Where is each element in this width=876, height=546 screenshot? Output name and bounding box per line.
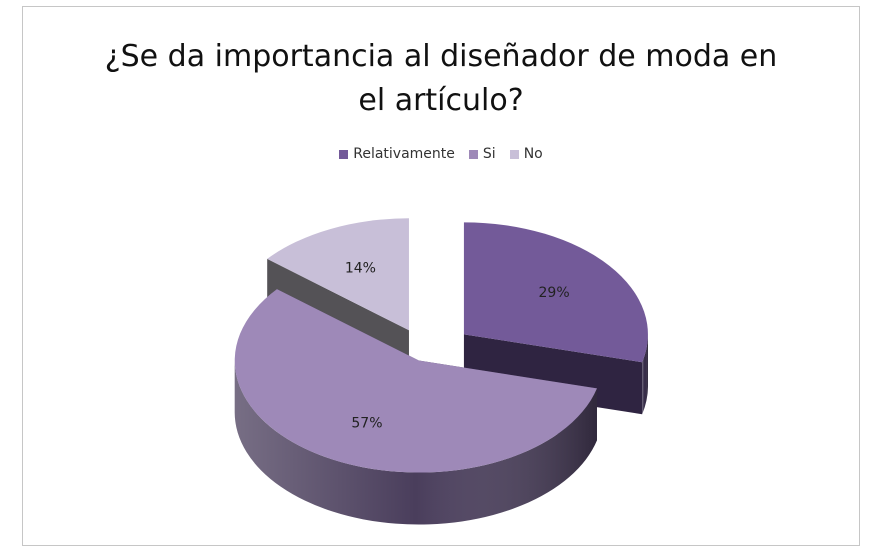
- legend-item-relativamente: Relativamente: [339, 146, 455, 162]
- legend-item-no: No: [509, 146, 543, 162]
- pie-top-si: [234, 289, 597, 473]
- legend-label-relativamente: Relativamente: [353, 146, 455, 162]
- pie-wall-relativamente-1: [463, 334, 643, 415]
- pie-top-relativamente: [463, 222, 648, 363]
- legend-item-si: Si: [468, 146, 496, 162]
- pie-layer: 29% 57% 14%: [234, 218, 648, 525]
- chart-title: ¿Se da importancia al diseñador de moda …: [23, 35, 859, 123]
- chart-legend: Relativamente Si No: [23, 146, 859, 162]
- pie-side-shade-relativamente-0: [642, 334, 648, 415]
- data-label-si: 57%: [351, 415, 382, 431]
- legend-label-si: Si: [482, 146, 496, 162]
- chart-title-line-2: el artículo?: [358, 83, 524, 118]
- data-label-no: 14%: [345, 260, 376, 276]
- pie-slice-si: [234, 289, 597, 525]
- legend-swatch-relativamente: [339, 149, 349, 159]
- legend-label-no: No: [523, 146, 543, 162]
- pie-top-no: [267, 218, 409, 331]
- legend-swatch-si: [468, 149, 478, 159]
- chart-title-line-1: ¿Se da importancia al diseñador de moda …: [104, 39, 778, 74]
- legend-swatch-no: [509, 149, 519, 159]
- pie-slice-relativamente: [463, 222, 648, 415]
- data-label-relativamente: 29%: [539, 285, 570, 301]
- pie-side-shade-si-0: [234, 360, 597, 525]
